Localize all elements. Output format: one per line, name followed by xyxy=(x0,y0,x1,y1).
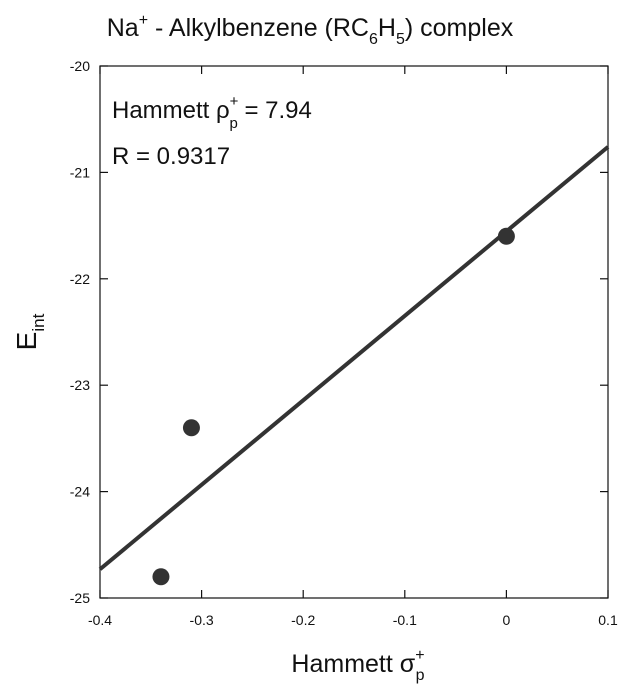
x-tick-label: -0.4 xyxy=(88,612,112,628)
axis-tick-labels: -0.4 -0.3 -0.2 -0.1 0 0.1 -25 -24 -23 -22 -21 -20 xyxy=(70,58,618,628)
chart-marks xyxy=(98,145,610,586)
title-superscript: + xyxy=(139,12,148,29)
rho-symbol: ρ xyxy=(216,97,230,124)
x-axis-label-superscript: + xyxy=(415,647,424,664)
x-axis-label: Hammett σ+ p xyxy=(291,647,424,684)
y-tick-label: -23 xyxy=(70,377,90,393)
y-axis-label: Eint xyxy=(11,313,48,350)
fit-line xyxy=(98,145,610,571)
rho-superscript: + xyxy=(230,93,239,110)
data-point xyxy=(182,419,200,437)
y-axis-label-subscript: int xyxy=(29,313,48,331)
x-tick-label: 0.1 xyxy=(598,612,618,628)
y-tick-label: -22 xyxy=(70,271,90,287)
plot-frame xyxy=(99,65,609,599)
title-subscript: 6 xyxy=(369,31,378,48)
y-tick-label: -21 xyxy=(70,164,90,180)
y-tick-label: -20 xyxy=(70,58,90,74)
chart-title: Na+ - Alkylbenzene (RC6H5) complex xyxy=(107,12,514,48)
data-point xyxy=(152,568,170,586)
axis-ticks xyxy=(99,65,609,599)
r-annotation: R = 0.9317 xyxy=(112,143,230,170)
y-tick-label: -24 xyxy=(70,484,90,500)
rho-subscript: p xyxy=(229,115,237,132)
title-subscript: 5 xyxy=(396,31,405,48)
x-tick-label: -0.2 xyxy=(291,612,315,628)
rho-annotation: Hammett ρ+ p = 7.94 xyxy=(112,93,312,132)
x-axis-label-symbol: σ xyxy=(400,650,416,678)
y-tick-label: -25 xyxy=(70,590,90,606)
rho-value: = 7.94 xyxy=(238,97,312,124)
data-point xyxy=(497,227,515,245)
x-tick-label: 0 xyxy=(503,612,511,628)
x-axis-label-subscript: p xyxy=(416,667,425,684)
x-tick-label: -0.1 xyxy=(393,612,417,628)
x-tick-label: -0.3 xyxy=(190,612,214,628)
